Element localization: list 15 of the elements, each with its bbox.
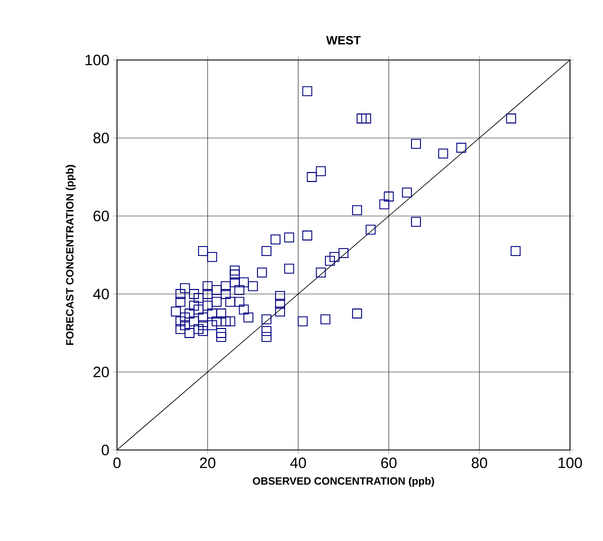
y-tick-label: 80 [93,132,109,144]
x-tick-label: 40 [290,458,306,468]
x-tick-label: 100 [558,458,582,468]
y-tick-label: 0 [102,444,109,456]
x-tick-label: 0 [113,458,121,468]
y-axis-title: FORECAST CONCENTRATION (ppb) [66,164,76,345]
x-tick-label: 80 [472,458,488,468]
y-tick-label: 20 [94,366,109,378]
x-tick-label: 20 [200,458,216,468]
x-axis-title: OBSERVED CONCENTRATION (ppb) [252,477,434,487]
chart-title: WEST [326,36,361,44]
y-tick-label: 100 [86,54,109,66]
y-tick-label: 60 [94,210,109,222]
y-tick-label: 40 [93,288,109,300]
x-tick-label: 60 [381,458,397,468]
